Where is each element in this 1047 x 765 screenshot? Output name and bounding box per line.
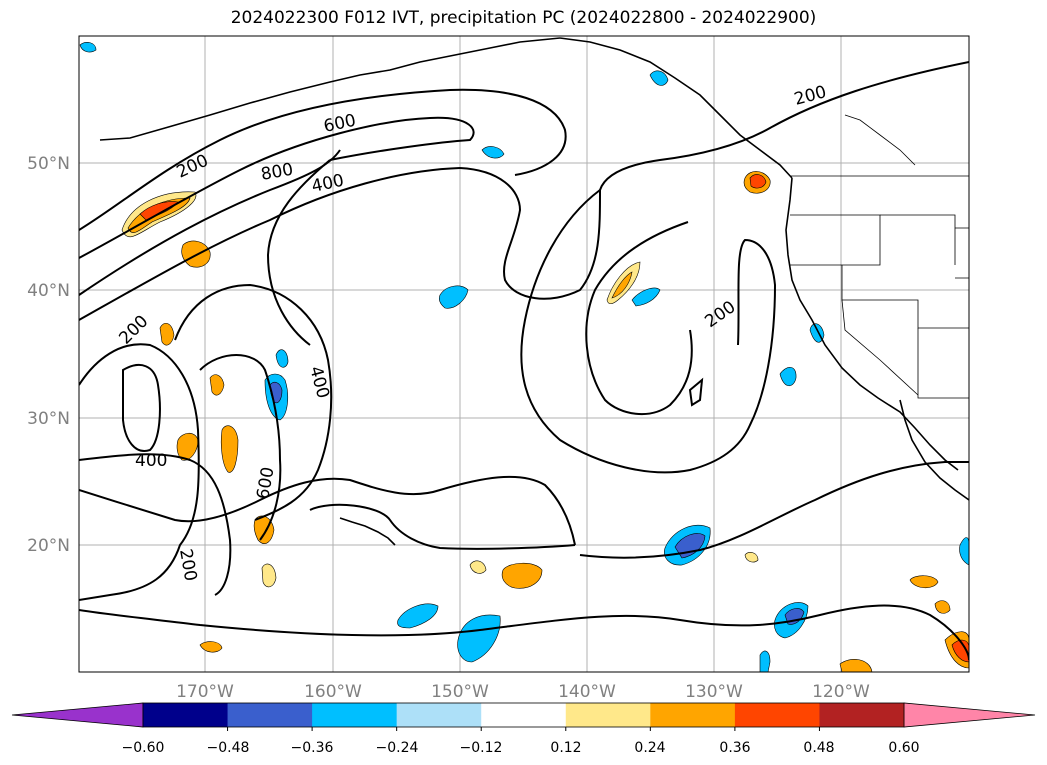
colorbar-tick-label: −0.48 [207,740,250,756]
colorbar-cell [565,703,651,727]
lon-label-130w: 130°W [685,682,743,702]
gridlines [79,36,969,672]
ivt-contours [79,61,969,661]
precip-patches [79,41,969,672]
colorbar-tick-label: 0.12 [550,740,581,756]
colorbar-frame [142,702,905,728]
map-frame [78,35,970,673]
colorbar-cell [819,703,905,727]
lat-label-50n: 50°N [27,154,70,174]
contour-label: 600 [253,465,278,500]
colorbar-tick-label: −0.60 [122,740,165,756]
contour-label: 800 [259,160,294,185]
contour-label: 400 [135,451,167,471]
colorbar-tick-label: 0.36 [719,740,750,756]
colorbar-cell [312,703,398,727]
lon-label-170w: 170°W [176,682,234,702]
lon-label-140w: 140°W [558,682,616,702]
colorbar-cell [734,703,820,727]
lon-label-150w: 150°W [431,682,489,702]
colorbar-tick-label: 0.48 [803,740,834,756]
contour-label: 200 [174,151,212,183]
colorbar-tick-label: −0.24 [376,740,419,756]
colorbar-tick-label: −0.12 [460,740,503,756]
contour-label: 400 [310,171,346,197]
contour-labels: 200 600 800 400 200 400 400 600 200 200 … [115,82,828,583]
colorbar-cell [481,703,567,727]
contour-label: 200 [701,297,739,332]
colorbar-tick-label: −0.36 [291,740,334,756]
us-borders [790,114,969,399]
colorbar-cell [396,703,482,727]
contour-label: 600 [322,111,358,137]
colorbar: −0.60 −0.48 −0.36 −0.24 −0.12 0.12 0.24 … [11,702,1036,756]
contour-label: 200 [175,547,200,582]
lat-label-40n: 40°N [27,281,70,301]
contour-label: 200 [792,82,829,110]
contour-label: 200 [115,311,152,348]
lon-label-160w: 160°W [304,682,362,702]
colorbar-cell [650,703,736,727]
colorbar-tick-label: 0.24 [634,740,665,756]
colorbar-extend-high [903,702,1036,728]
map-title: 2024022300 F012 IVT, precipitation PC (2… [230,8,817,28]
colorbar-cell [143,703,229,727]
lat-label-30n: 30°N [27,409,70,429]
colorbar-cell [227,703,313,727]
lat-label-20n: 20°N [27,536,70,556]
lon-label-120w: 120°W [812,682,870,702]
colorbar-extend-low [11,702,144,728]
coastlines [99,37,969,546]
colorbar-tick-label: 0.60 [888,740,919,756]
